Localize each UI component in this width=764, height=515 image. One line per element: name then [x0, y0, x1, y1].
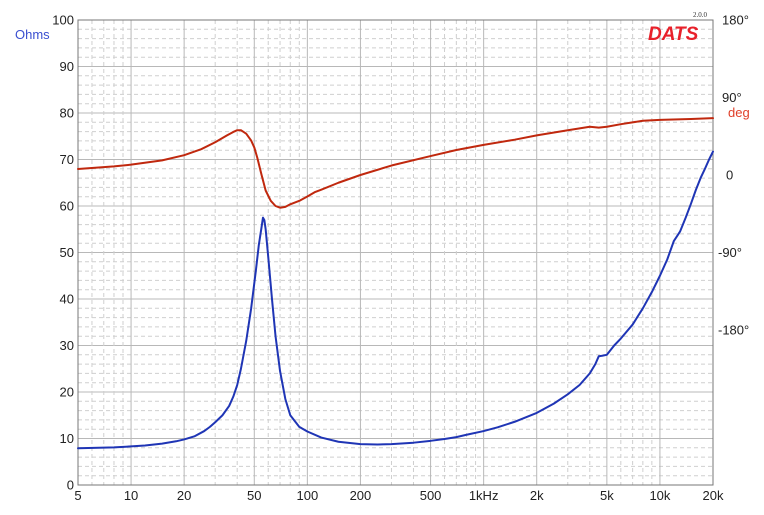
tick-labels: 0 10 20 30 40 50 60 70 80 90 100 5 10 20 50 100 200 500 1k… — [52, 13, 749, 504]
x-tick-label: 200 — [350, 488, 372, 503]
x-tick-label: 5 — [74, 488, 81, 503]
y-left-tick-label: 20 — [60, 385, 74, 400]
x-tick-label: 20 — [177, 488, 191, 503]
y-right-tick-label: 90° — [722, 90, 742, 105]
y-left-tick-label: 10 — [60, 431, 74, 446]
y-left-tick-label: 60 — [60, 199, 74, 214]
y-right-axis-label: deg — [728, 105, 750, 120]
y-right-tick-label: 180° — [722, 13, 749, 28]
x-tick-label: 10 — [124, 488, 138, 503]
x-tick-label: 1kHz — [469, 488, 499, 503]
y-right-tick-label: -90° — [718, 245, 742, 260]
plot-frame — [77, 19, 714, 486]
x-tick-label: 50 — [247, 488, 261, 503]
x-tick-label: 100 — [297, 488, 319, 503]
y-left-tick-label: 70 — [60, 152, 74, 167]
y-right-tick-label: 0 — [726, 168, 733, 183]
x-tick-label: 500 — [420, 488, 442, 503]
y-left-tick-label: 80 — [60, 106, 74, 121]
y-left-tick-label: 40 — [60, 292, 74, 307]
x-tick-label: 5k — [600, 488, 614, 503]
brand-logo: DATS — [648, 24, 699, 45]
x-tick-label: 10k — [649, 488, 670, 503]
x-tick-label: 2k — [530, 488, 544, 503]
version-label: 2.0.0 — [693, 11, 708, 19]
y-left-tick-label: 50 — [60, 245, 74, 260]
x-tick-label: 20k — [703, 488, 724, 503]
y-left-axis-label: Ohms — [15, 27, 50, 42]
grid — [77, 19, 714, 486]
phase-curve — [77, 117, 714, 209]
y-right-tick-label: -180° — [718, 323, 749, 338]
impedance-curve — [77, 150, 714, 450]
curves — [77, 117, 714, 450]
y-left-tick-label: 0 — [67, 478, 74, 493]
y-left-tick-label: 90 — [60, 59, 74, 74]
y-left-tick-label: 100 — [52, 13, 74, 28]
y-left-tick-label: 30 — [60, 338, 74, 353]
